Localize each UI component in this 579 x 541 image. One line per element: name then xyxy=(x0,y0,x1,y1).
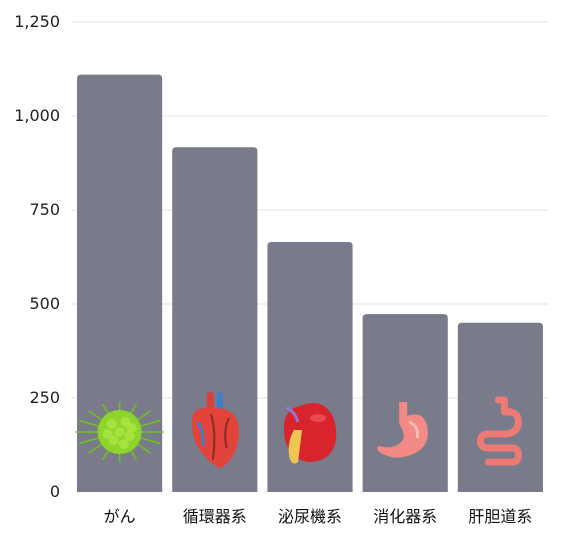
intestine-icon xyxy=(476,396,522,466)
y-axis-ticks: 0 250 500 750 1,000 1,250 xyxy=(14,12,60,501)
x-tick-label: がん xyxy=(104,507,136,526)
x-tick-label: 消化器系 xyxy=(373,507,437,526)
x-tick-label: 循環器系 xyxy=(183,507,247,526)
x-axis-ticks: がん 循環器系 泌尿機系 消化器系 肝胆道系 xyxy=(104,507,533,526)
heart-icon xyxy=(191,392,240,468)
bar xyxy=(457,322,543,492)
virus-icon xyxy=(75,402,164,462)
y-tick-label: 250 xyxy=(29,388,60,407)
kidney-icon xyxy=(283,403,337,464)
bar xyxy=(172,147,258,492)
y-tick-label: 1,250 xyxy=(14,12,60,31)
stomach-icon xyxy=(377,402,428,458)
bar xyxy=(77,74,163,492)
x-tick-label: 泌尿機系 xyxy=(278,507,342,526)
x-tick-label: 肝胆道系 xyxy=(468,507,532,526)
y-tick-label: 1,000 xyxy=(14,106,60,125)
y-tick-label: 0 xyxy=(50,482,60,501)
y-tick-label: 500 xyxy=(29,294,60,313)
bar-icons xyxy=(75,392,522,468)
y-tick-label: 750 xyxy=(29,200,60,219)
